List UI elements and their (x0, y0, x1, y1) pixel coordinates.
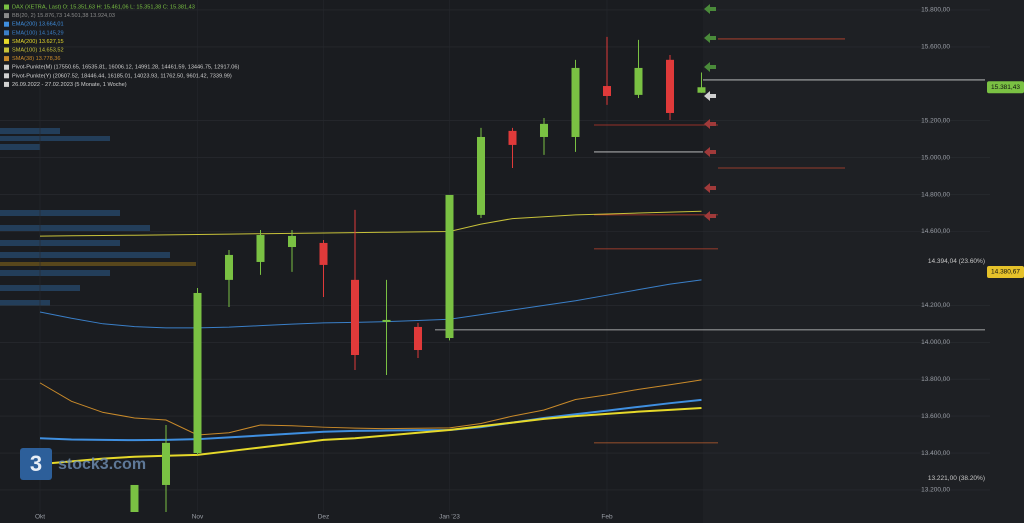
y-tick-label: 15.600,00 (921, 44, 950, 51)
legend-swatch (4, 4, 9, 10)
candle-body (634, 67, 643, 95)
y-tick-label: 13.600,00 (921, 413, 950, 420)
candle-body (319, 242, 328, 265)
legend-entry: 26.09.2022 - 27.02.2023 (5 Monate, 1 Woc… (12, 82, 127, 88)
legend-entry: EMA(200) 13.664,01 (12, 22, 64, 28)
price-tag (987, 81, 1024, 94)
indicator-line (39, 210, 702, 237)
legend-swatch (4, 38, 9, 44)
legend-entry: SMA(100) 14.653,52 (12, 47, 64, 53)
candle-body (382, 319, 391, 322)
y-tick-label: 15.000,00 (921, 154, 950, 161)
legend-entry: Pivot-Punkte(M) (17550.65, 16535.81, 160… (12, 65, 239, 71)
candle-body (477, 136, 485, 215)
candle-body (697, 87, 706, 93)
fib-label: 14.394,04 (23.60%) (928, 258, 985, 265)
svg-text:3: 3 (30, 451, 42, 476)
legend-entry: SMA(38) 13.778,36 (12, 56, 61, 62)
indicator-line (39, 379, 702, 436)
candle-body (351, 279, 359, 356)
y-tick-label: 13.400,00 (921, 450, 950, 457)
candle-body (414, 326, 422, 351)
plot-area (0, 0, 990, 512)
candle-body (193, 292, 202, 454)
y-tick-label: 15.200,00 (921, 117, 950, 124)
legend-swatch (4, 56, 9, 62)
candle-body (288, 235, 296, 248)
candle-body (666, 59, 674, 113)
candle-body (445, 194, 454, 339)
y-tick-label: 14.200,00 (921, 302, 950, 309)
y-tick-label: 14.000,00 (921, 339, 950, 346)
candle-body (256, 235, 265, 262)
indicator-line (39, 279, 702, 329)
candle-body (540, 123, 548, 137)
legend-entry: Pivot-Punkte(Y) (20607.52, 18446.44, 161… (12, 73, 232, 79)
legend-entry: EMA(100) 14.145,29 (12, 30, 64, 36)
y-tick-label: 13.200,00 (921, 487, 950, 494)
candle-body (130, 484, 139, 512)
x-tick-label: Dez (318, 514, 330, 521)
legend-swatch (4, 30, 9, 36)
fib-label: 13.221,00 (38.20%) (928, 475, 985, 482)
history-zone (0, 0, 703, 523)
candle-body (571, 67, 580, 137)
candle-body (162, 442, 170, 485)
candle-body (508, 130, 517, 145)
price-tag-label: 15.381,43 (991, 84, 1020, 91)
logo: 3 (20, 448, 52, 480)
x-tick-label: Jan '23 (439, 514, 460, 521)
legend-swatch (4, 81, 9, 87)
legend-entry: DAX (XETRA, Last) O: 15.351,63 H: 15.461… (12, 4, 195, 10)
legend-entry: SMA(200) 13.627,15 (12, 39, 64, 45)
x-tick-label: Nov (192, 514, 204, 521)
legend-swatch (4, 47, 9, 53)
y-tick-label: 14.800,00 (921, 191, 950, 198)
indicator-line (39, 398, 702, 442)
legend-swatch (4, 64, 9, 70)
candle-body (603, 86, 611, 96)
legend-swatch (4, 13, 9, 19)
price-tag (987, 265, 1024, 278)
y-tick-label: 13.800,00 (921, 376, 950, 383)
candle-body (225, 254, 233, 280)
signal-arrows (704, 4, 716, 221)
indicator-line (39, 406, 702, 466)
watermark: stock3.com (58, 456, 146, 473)
price-tag-label: 14.380,67 (991, 269, 1020, 276)
legend-swatch (4, 21, 9, 27)
legend-swatch (4, 73, 9, 79)
y-tick-label: 15.800,00 (921, 7, 950, 14)
legend-entry: BB(20, 2) 15.876,73 14.501,38 13.924,03 (12, 13, 115, 19)
x-tick-label: Okt (35, 514, 45, 521)
y-tick-label: 14.600,00 (921, 228, 950, 235)
x-tick-label: Feb (601, 514, 613, 521)
